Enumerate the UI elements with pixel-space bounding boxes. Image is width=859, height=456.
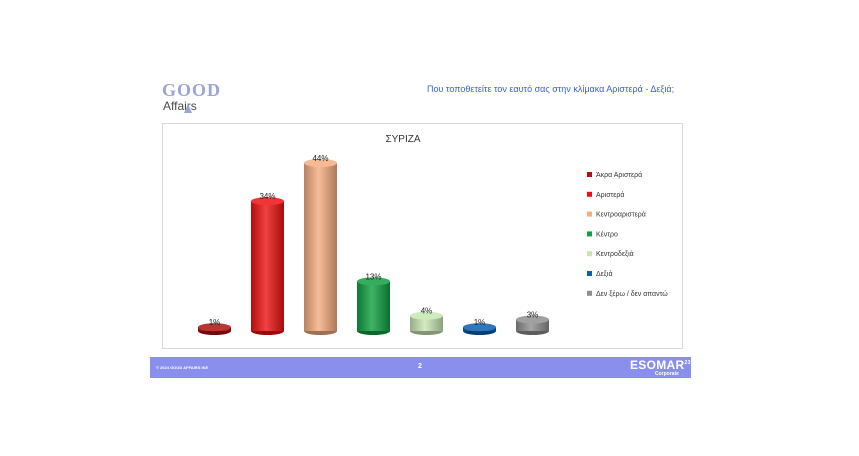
legend-swatch-5 [587,251,592,257]
esomar-text: ESOMAR [630,358,685,372]
slide-title: Που τοποθετείτε τον εαυτό σας στην κλίμα… [427,84,675,94]
legend-swatch-3 [587,211,592,217]
legend-item-6: Δεξιά [596,270,613,278]
data-label-1: 1% [209,318,221,327]
logo-triangle-icon [184,104,192,113]
chart-container: ΣΥΡΙΖΑ 1% 34% 44% 13% 4% 1% 3% Άκρα Αριστερά Αρ… [162,123,683,349]
legend-item-1: Άκρα Αριστερά [596,171,642,179]
page-number: 2 [418,363,422,370]
esomar-logo: ESOMAR23 [630,358,691,372]
legend-item-4: Κέντρο [596,230,618,238]
data-label-3: 44% [312,154,328,163]
copyright-text: © 2024 GOOD AFFAIRS IKE [156,365,209,370]
legend-item-2: Αριστερά [596,191,624,199]
logo-good-text: GOOD [162,80,222,100]
legend-swatch-4 [587,231,592,237]
esomar-sup: 23 [684,360,691,366]
bar-1 [198,323,231,335]
data-label-6: 1% [474,318,486,327]
legend-item-5: Κεντροδεξιά [596,250,634,258]
legend-swatch-7 [587,290,592,296]
bar-5 [410,311,443,335]
legend-item-7: Δεν ξέρω / δεν απαντώ [596,290,668,298]
data-label-4: 13% [365,272,381,281]
bar-chart: ΣΥΡΙΖΑ 1% 34% 44% 13% 4% 1% 3% Άκρα Αριστερά Αρ… [198,134,668,335]
footer-bar: © 2024 GOOD AFFAIRS IKE 2 ESOMAR23 Corpo… [150,357,691,378]
chart-title: ΣΥΡΙΖΑ [385,134,420,145]
legend-swatch-2 [587,191,592,197]
bar-3 [304,159,337,335]
bar-6 [463,323,496,335]
bar-2 [251,197,284,335]
data-label-7: 3% [527,311,539,320]
bar-4 [357,277,390,335]
legend-swatch-6 [587,271,592,276]
legend-swatch-1 [587,172,592,177]
data-label-5: 4% [421,307,433,316]
esomar-corporate: Corporate [655,371,679,377]
legend-item-3: Κεντροαριστερά [596,211,646,219]
good-affairs-logo: GOOD Affairs [162,80,232,116]
data-label-2: 34% [259,192,275,201]
bar-7 [516,315,549,335]
